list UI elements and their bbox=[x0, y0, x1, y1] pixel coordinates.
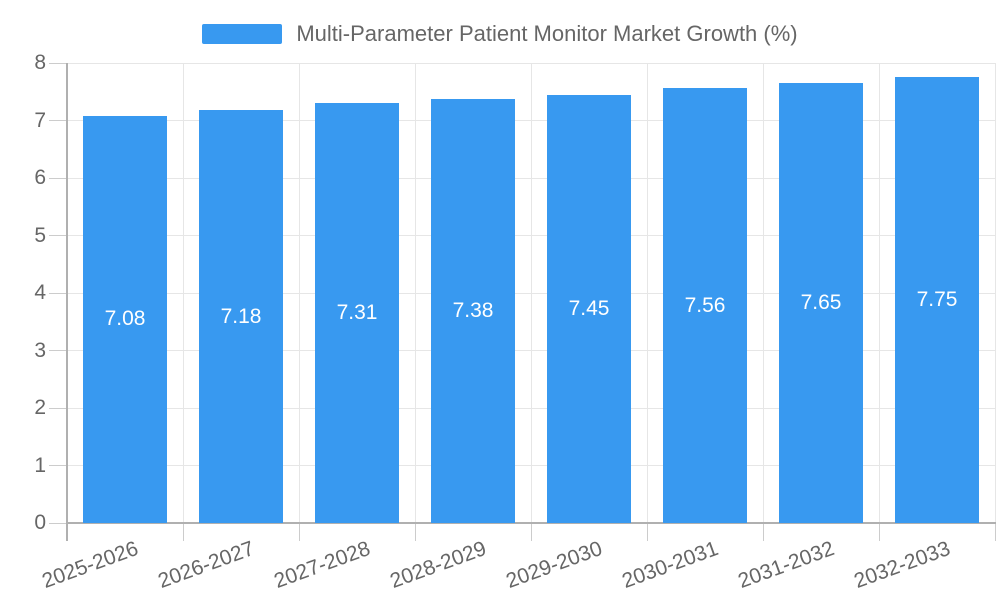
y-tick-label: 6 bbox=[34, 166, 46, 189]
x-gridline bbox=[878, 63, 880, 523]
x-tick-label: 2027-2028 bbox=[270, 537, 373, 593]
x-gridline bbox=[762, 63, 764, 523]
bar[interactable]: 7.45 bbox=[547, 94, 631, 523]
y-tick-label: 2 bbox=[34, 396, 46, 419]
x-tick-label: 2032-2033 bbox=[850, 537, 953, 593]
bar[interactable]: 7.65 bbox=[779, 83, 863, 523]
bar[interactable]: 7.75 bbox=[895, 77, 979, 523]
x-tick-label: 2025-2026 bbox=[38, 537, 141, 593]
y-tick bbox=[49, 62, 67, 64]
y-tick-label: 3 bbox=[34, 338, 46, 362]
x-gridline bbox=[414, 63, 416, 523]
x-tick bbox=[182, 523, 184, 541]
bar-value-label: 7.18 bbox=[220, 304, 262, 328]
y-tick-label: 7 bbox=[34, 108, 46, 132]
x-tick bbox=[530, 523, 532, 541]
y-tick bbox=[49, 177, 67, 179]
y-tick-label: 5 bbox=[34, 223, 46, 247]
bar-value-label: 7.08 bbox=[104, 307, 146, 331]
x-tick-label: 2028-2029 bbox=[386, 537, 489, 593]
x-axis-line bbox=[67, 522, 996, 524]
x-tick bbox=[414, 523, 416, 541]
x-tick-label: 2029-2030 bbox=[502, 537, 605, 593]
y-tick bbox=[49, 292, 67, 294]
x-gridline bbox=[646, 63, 648, 523]
y-tick bbox=[49, 120, 67, 121]
y-tick-label: 0 bbox=[34, 511, 46, 534]
x-tick-label: 2026-2027 bbox=[154, 537, 257, 593]
x-gridline bbox=[530, 63, 532, 523]
bar-value-label: 7.56 bbox=[684, 293, 726, 317]
x-gridline bbox=[298, 63, 300, 523]
y-tick-label: 8 bbox=[34, 51, 46, 74]
y-tick-label: 4 bbox=[34, 281, 46, 304]
bar[interactable]: 7.56 bbox=[663, 88, 747, 523]
y-tick bbox=[49, 235, 67, 236]
y-tick bbox=[49, 465, 67, 466]
legend-label: Multi-Parameter Patient Monitor Market G… bbox=[296, 21, 798, 46]
x-tick bbox=[762, 523, 764, 541]
bar-value-label: 7.45 bbox=[568, 296, 610, 320]
x-gridline bbox=[182, 63, 184, 523]
y-tick bbox=[49, 350, 67, 351]
bar-value-label: 7.38 bbox=[452, 298, 494, 322]
legend-swatch-icon bbox=[202, 24, 283, 44]
x-tick bbox=[994, 523, 996, 541]
bar[interactable]: 7.08 bbox=[83, 115, 167, 523]
y-tick-label: 1 bbox=[34, 453, 46, 477]
bar[interactable]: 7.31 bbox=[315, 102, 399, 523]
x-tick bbox=[646, 523, 648, 541]
bar-value-label: 7.75 bbox=[916, 288, 958, 312]
x-tick-label: 2030-2031 bbox=[618, 537, 721, 593]
bar-value-label: 7.65 bbox=[800, 291, 842, 315]
bar[interactable]: 7.38 bbox=[431, 98, 515, 523]
legend-item[interactable]: Multi-Parameter Patient Monitor Market G… bbox=[0, 21, 1000, 47]
bar[interactable]: 7.18 bbox=[199, 110, 283, 523]
x-tick bbox=[878, 523, 880, 541]
y-axis-line bbox=[66, 63, 68, 541]
bar-value-label: 7.31 bbox=[336, 300, 378, 324]
y-tick bbox=[49, 407, 67, 409]
x-tick bbox=[298, 523, 300, 541]
y-tick bbox=[49, 522, 67, 524]
x-gridline bbox=[994, 63, 996, 523]
x-tick-label: 2031-2032 bbox=[734, 537, 837, 593]
